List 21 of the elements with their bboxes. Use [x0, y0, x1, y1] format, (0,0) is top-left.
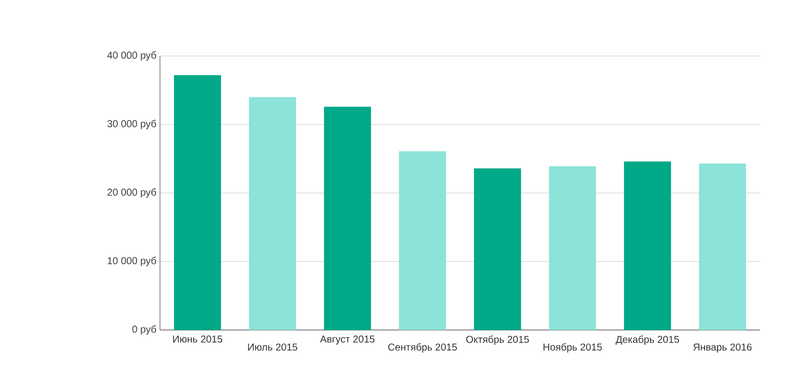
bar: [699, 164, 746, 330]
bar: [324, 106, 372, 330]
x-tick-label: Сентябрь 2015: [388, 343, 457, 353]
x-tick-label: Октябрь 2015: [466, 336, 529, 345]
bar: [249, 97, 296, 330]
x-tick-label: Июль 2015: [248, 344, 298, 351]
bar: [399, 151, 446, 330]
y-tick-label: 0 руб: [132, 325, 156, 335]
y-tick-label: 30 000 руб: [107, 120, 156, 130]
bar: [174, 75, 222, 330]
x-tick-label: Декабрь 2015: [616, 336, 679, 345]
y-tick-label: 40 000 руб: [107, 51, 156, 61]
x-tick-label: Ноябрь 2015: [544, 343, 602, 353]
x-tick-label: Январь 2016: [693, 344, 752, 353]
bar: [549, 166, 596, 330]
x-tick-label: Июнь 2015: [173, 336, 222, 343]
x-tick-label: Август 2015: [320, 336, 375, 345]
y-tick-label: 10 000 руб: [108, 256, 156, 266]
bar: [624, 161, 672, 330]
y-tick-label: 20 000 руб: [108, 188, 156, 198]
bar: [474, 168, 522, 330]
